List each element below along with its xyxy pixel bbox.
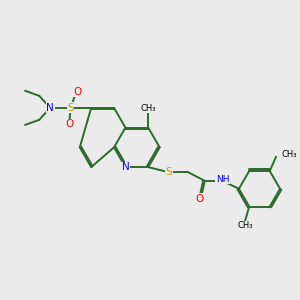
Text: NH: NH <box>216 175 229 184</box>
Text: S: S <box>166 167 172 177</box>
Text: CH₃: CH₃ <box>281 150 297 159</box>
Text: CH₃: CH₃ <box>140 104 156 113</box>
Text: O: O <box>73 87 81 97</box>
Text: N: N <box>46 103 54 113</box>
Text: CH₃: CH₃ <box>237 221 253 230</box>
Text: N: N <box>122 162 129 172</box>
Text: O: O <box>65 119 74 129</box>
Text: O: O <box>196 194 204 204</box>
Text: S: S <box>68 103 74 113</box>
